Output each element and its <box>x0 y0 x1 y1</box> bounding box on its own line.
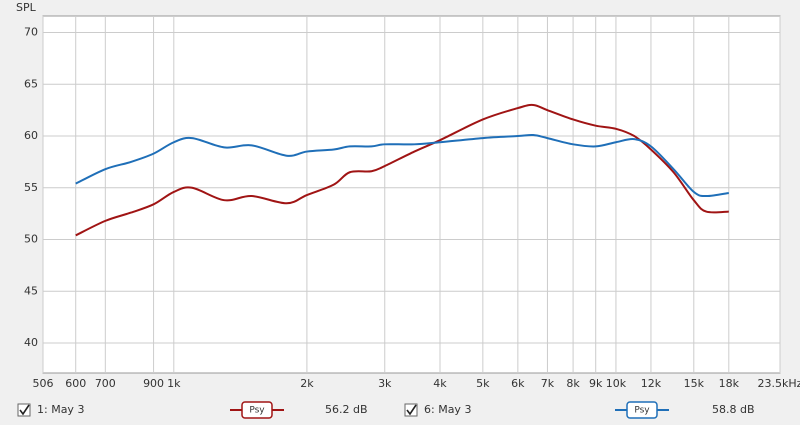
x-tick-label: 600 <box>65 377 86 390</box>
x-tick-label: 9k <box>589 377 603 390</box>
x-tick-label: 4k <box>433 377 447 390</box>
x-tick-label: 1k <box>167 377 181 390</box>
x-tick-label: 18k <box>719 377 740 390</box>
x-tick-label: 12k <box>641 377 662 390</box>
legend-label: 6: May 3 <box>424 403 471 416</box>
y-tick-label: 45 <box>24 284 38 297</box>
x-tick-label: 900 <box>143 377 164 390</box>
x-tick-label: 700 <box>95 377 116 390</box>
legend-level: 56.2 dB <box>325 403 368 416</box>
y-tick-label: 40 <box>24 336 38 349</box>
y-tick-label: 55 <box>24 181 38 194</box>
x-tick-label: 10k <box>606 377 627 390</box>
legend-smoothing: Psy <box>634 406 650 416</box>
x-tick-label: 15k <box>684 377 705 390</box>
x-tick-label: 2k <box>300 377 314 390</box>
plot-area <box>42 15 781 374</box>
x-tick-label: 7k <box>541 377 555 390</box>
x-tick-label: 3k <box>378 377 392 390</box>
legend-smoothing-box[interactable] <box>241 401 273 419</box>
y-axis-label: SPL <box>16 1 37 14</box>
x-tick-label: 5k <box>476 377 490 390</box>
x-tick-label: 23.5kHz <box>758 377 800 390</box>
x-tick-label: 8k <box>566 377 580 390</box>
legend-label: 1: May 3 <box>37 403 84 416</box>
legend-smoothing: Psy <box>249 406 265 416</box>
legend-smoothing-box[interactable] <box>626 401 658 419</box>
y-tick-label: 50 <box>24 233 38 246</box>
series-line <box>75 133 729 198</box>
legend-level: 58.8 dB <box>712 403 755 416</box>
y-tick-label: 70 <box>24 26 38 39</box>
x-tick-label: 506 <box>33 377 54 390</box>
legend-check <box>19 404 30 416</box>
y-tick-label: 60 <box>24 129 38 142</box>
legend-check <box>406 404 417 416</box>
x-tick-label: 6k <box>511 377 525 390</box>
y-tick-label: 65 <box>24 77 38 90</box>
